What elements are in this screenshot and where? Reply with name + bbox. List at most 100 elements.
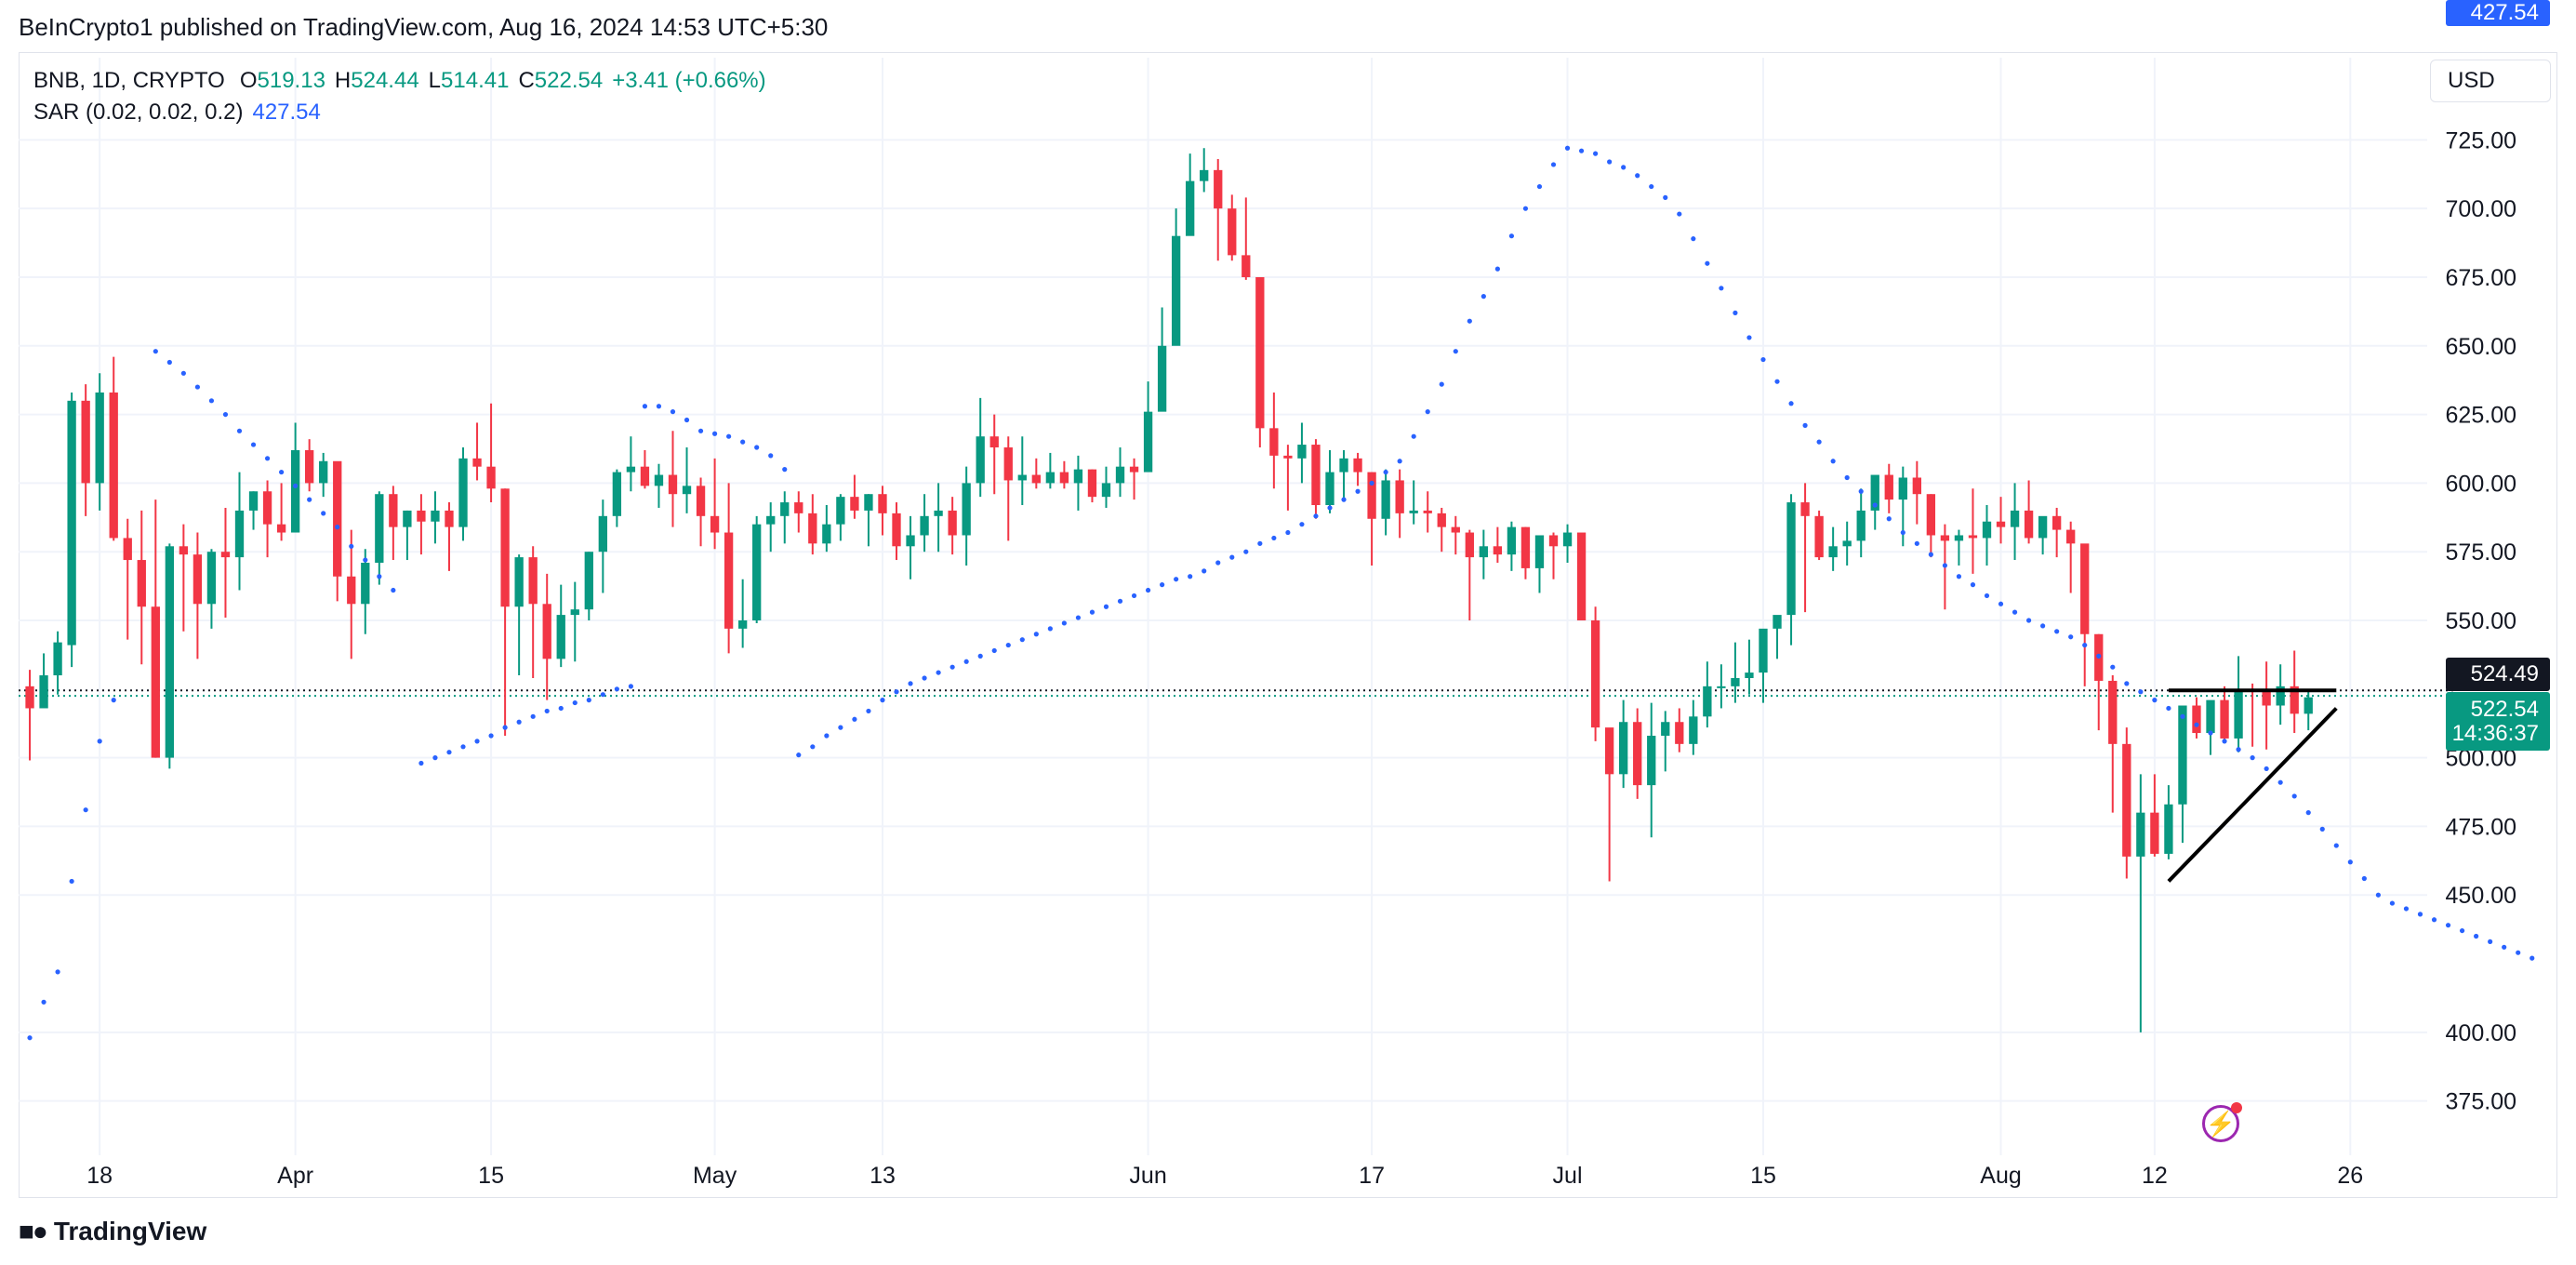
sar-dot [782, 467, 788, 473]
candle [1367, 472, 1376, 566]
sar-dot [2305, 810, 2311, 816]
sar-dot [1691, 236, 1696, 242]
ohlc-row: BNB, 1D, CRYPTO O519.13 H524.44 L514.41 … [33, 65, 766, 97]
lightning-icon[interactable]: ⚡ [2202, 1102, 2242, 1142]
candle [1954, 529, 1964, 566]
candle [1926, 494, 1936, 558]
sar-dot [432, 755, 438, 761]
high-label: H [334, 68, 352, 93]
candle-body [1828, 546, 1838, 558]
candle [1045, 452, 1056, 489]
candle-body [109, 392, 118, 539]
candle-body [668, 474, 678, 495]
candle-body [1675, 722, 1684, 744]
candle [1409, 480, 1418, 525]
sar-indicator-label[interactable]: SAR (0.02, 0.02, 0.2) [33, 100, 244, 125]
candle-body [822, 524, 831, 544]
candle [137, 510, 146, 665]
candle-body [67, 400, 76, 646]
candle-body [248, 491, 259, 511]
sar-dot [2488, 939, 2493, 944]
candle [347, 529, 356, 659]
sar-dot [1942, 563, 1947, 568]
y-tick-label: 625.00 [2446, 403, 2516, 429]
footer-brand[interactable]: TradingView [53, 1217, 207, 1245]
candle [1017, 436, 1027, 506]
sar-dot [1649, 183, 1654, 190]
sar-dot [1677, 211, 1682, 217]
currency-button[interactable]: USD [2430, 60, 2551, 102]
candle-body [1214, 169, 1223, 209]
sar-dot [2082, 642, 2088, 648]
sar-price-tag: 427.54 [2446, 0, 2550, 26]
sar-dot [2236, 747, 2241, 752]
sar-dot [768, 453, 774, 459]
candle [1283, 445, 1293, 511]
sar-dot [1341, 497, 1347, 502]
sar-dot [1733, 310, 1738, 315]
resistance-price-tag: 524.49 [2446, 658, 2550, 691]
sar-dot [2445, 923, 2451, 928]
candle-body [1297, 445, 1307, 459]
sar-dot [194, 384, 201, 390]
sar-dot [222, 411, 229, 418]
open-label: O [239, 68, 258, 93]
candle-body [305, 449, 314, 484]
candle [1451, 515, 1460, 555]
sar-dot [2375, 892, 2381, 898]
sar-dot [279, 469, 285, 475]
candle-body [1507, 526, 1517, 555]
sar-dot [1075, 615, 1082, 620]
symbol-label[interactable]: BNB, 1D, CRYPTO [33, 68, 225, 93]
candle [206, 549, 217, 629]
change-value: +3.41 (+0.66%) [612, 68, 766, 93]
candle [920, 494, 929, 553]
sar-dot [530, 713, 536, 719]
candle [1228, 194, 1237, 261]
candle-body [1409, 510, 1418, 513]
candle-body [710, 515, 720, 533]
x-tick-label: Aug [1980, 1163, 2021, 1189]
sar-dot [2264, 766, 2269, 772]
candle [1353, 452, 1362, 486]
candle-body [2192, 705, 2201, 734]
candle-body [1017, 474, 1027, 481]
candle-body [1437, 513, 1446, 527]
candle [1619, 699, 1628, 789]
x-tick-label: 17 [1359, 1163, 1385, 1189]
sar-dot [922, 675, 927, 681]
candle [1842, 521, 1852, 566]
footer: ■● TradingView [19, 1217, 206, 1246]
candle [1395, 469, 1404, 539]
sar-dot [1271, 535, 1277, 541]
candle [1520, 526, 1531, 579]
sar-dot [264, 456, 271, 461]
candle-body [319, 460, 328, 484]
candle [445, 502, 454, 571]
sar-dot [1229, 554, 1235, 560]
candle-body [137, 560, 146, 607]
candle-body [290, 449, 300, 533]
candle [276, 483, 286, 541]
sar-dot [1621, 165, 1627, 170]
sar-dot [684, 417, 690, 423]
candle-body [2080, 543, 2090, 634]
candle [626, 436, 636, 492]
candle [123, 518, 132, 640]
sar-dot [977, 653, 983, 659]
candle [906, 515, 915, 579]
candle-body [2010, 510, 2020, 527]
candle-body [836, 497, 845, 525]
candle-body [445, 510, 454, 527]
sar-dot [180, 370, 186, 376]
candle-body [2150, 812, 2159, 854]
candle-body [2122, 743, 2131, 857]
sar-dot [236, 428, 243, 433]
sar-dot [1327, 505, 1333, 511]
candle-body [542, 604, 551, 659]
candle [612, 469, 622, 527]
candle [1856, 488, 1866, 558]
sar-dot [55, 969, 60, 975]
candle [472, 422, 482, 481]
